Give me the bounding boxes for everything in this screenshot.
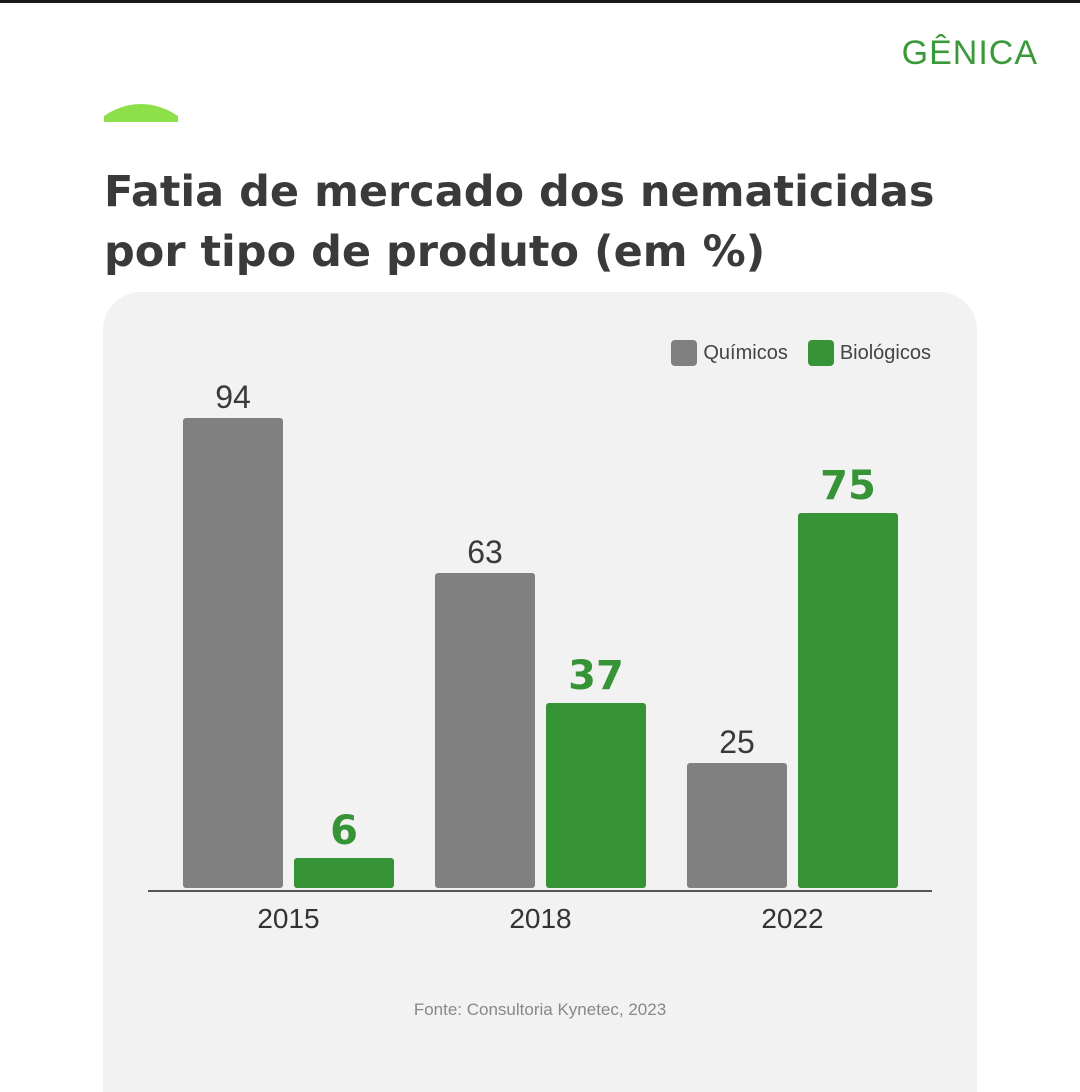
- x-tick-label-2015: 2015: [257, 903, 319, 934]
- value-label-químicos-2015: 94: [215, 379, 251, 415]
- value-label-biológicos-2015: 6: [330, 808, 358, 854]
- bar-químicos-2022: [687, 763, 787, 888]
- value-label-biológicos-2018: 37: [568, 653, 624, 699]
- bar-biológicos-2015: [294, 858, 394, 888]
- x-tick-label-2018: 2018: [509, 903, 571, 934]
- chart-panel: Químicos Biológicos 94 6 2015 63 37 2018 25 75 2…: [103, 292, 977, 1092]
- legend-swatch-biologicos: [807, 340, 834, 366]
- bar-chart: 94 6 2015 63 37 2018 25 75 2022: [148, 379, 932, 934]
- bar-biológicos-2018: [546, 703, 646, 888]
- legend-item-quimicos: Químicos: [671, 340, 788, 366]
- legend-label-quimicos: Químicos: [703, 341, 788, 364]
- legend-item-biologicos: Biológicos: [807, 340, 931, 366]
- top-rule: [0, 0, 1080, 3]
- value-label-biológicos-2022: 75: [820, 463, 876, 509]
- title-line-1: Fatia de mercado dos nematicidas: [104, 167, 935, 217]
- chart-legend: Químicos Biológicos: [671, 340, 931, 366]
- title-line-2: por tipo de produto (em %): [104, 227, 766, 277]
- bar-químicos-2015: [183, 418, 283, 888]
- bar-biológicos-2022: [798, 513, 898, 888]
- legend-label-biologicos: Biológicos: [839, 341, 931, 364]
- value-label-químicos-2022: 25: [719, 724, 755, 760]
- brand-logo: GÊNICA: [901, 34, 1038, 72]
- value-label-químicos-2018: 63: [467, 534, 503, 570]
- page-title: Fatia de mercado dos nematicidas por tip…: [104, 162, 964, 282]
- source-note: Fonte: Consultoria Kynetec, 2023: [413, 1000, 667, 1019]
- legend-swatch-quimicos: [671, 340, 698, 366]
- x-tick-label-2022: 2022: [761, 903, 823, 934]
- bar-químicos-2018: [435, 573, 535, 888]
- accent-chevron-icon: [104, 104, 178, 122]
